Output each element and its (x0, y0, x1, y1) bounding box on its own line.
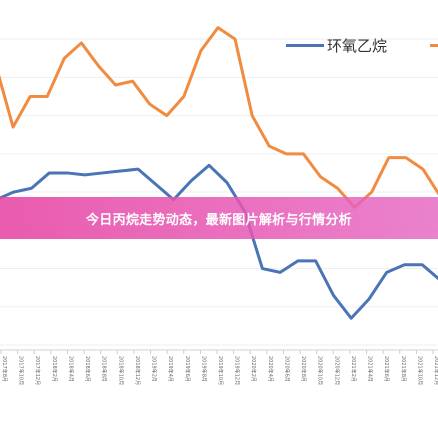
x-tick-label: 2018年10月 (117, 356, 124, 385)
x-tick-label: 2021年4月 (367, 356, 374, 382)
x-tick-label: 2021年10月 (416, 356, 423, 385)
x-tick-label: 2019年2月 (151, 356, 158, 382)
grid (0, 38, 438, 351)
x-tick-label: 2019年6月 (184, 356, 191, 382)
x-tick-label: 2020年6月 (283, 356, 290, 382)
legend: 环氧乙烷 (286, 34, 438, 56)
x-tick-label: 2019年10月 (217, 356, 224, 385)
x-tick-label: 2020年4月 (267, 356, 274, 382)
banner-title: 今日丙烷走势动态，最新图片解析与行情分析 (85, 212, 352, 228)
x-tick-label: 2018年4月 (67, 356, 74, 382)
x-tick-label: 2020年10月 (317, 356, 324, 385)
x-tick-label: 2021年8月 (400, 356, 407, 382)
x-tick-label: 2020年2月 (250, 356, 257, 382)
x-tick-label: 2018年2月 (51, 356, 58, 382)
legend-swatch-ethylene-oxide (286, 44, 324, 47)
x-tick-label: 2021年6月 (383, 356, 390, 382)
x-tick-labels: 2017年8月 2017年10月 2017年12月 2018年2月 2018年4月 201… (0, 350, 438, 385)
x-tick-label: 2019年8月 (200, 356, 207, 382)
legend-swatch-second-series (430, 44, 438, 47)
x-tick-label: 2019年12月 (234, 356, 241, 385)
x-tick-label: 2019年4月 (167, 356, 174, 382)
x-tick-label: 2018年12月 (134, 356, 141, 385)
x-tick-label: 2018年8月 (101, 356, 108, 382)
x-tick-label: 2020年12月 (333, 356, 340, 385)
series-line-1 (0, 163, 438, 320)
x-tick-label: 2017年8月 (1, 356, 8, 382)
x-tick-label: 2021年2月 (350, 356, 357, 382)
x-tick-label: 2020年8月 (300, 356, 307, 382)
x-tick-label: 2018年6月 (84, 356, 91, 382)
x-tick-label: 2017年12月 (34, 356, 41, 385)
legend-label-ethylene-oxide: 环氧乙烷 (327, 37, 388, 55)
title-banner: 今日丙烷走势动态，最新图片解析与行情分析 (0, 197, 438, 239)
series-layer (0, 26, 438, 320)
x-tick-label: 2017年10月 (18, 356, 25, 385)
x-tick-label: 2021年12月 (433, 356, 438, 385)
